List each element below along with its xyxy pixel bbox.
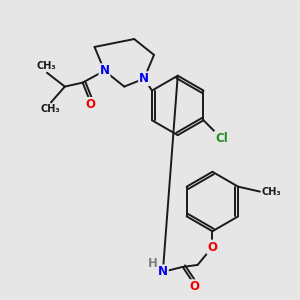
Text: CH₃: CH₃	[40, 104, 60, 114]
Text: N: N	[139, 72, 149, 85]
Text: CH₃: CH₃	[36, 61, 56, 71]
Text: O: O	[207, 241, 218, 254]
Text: O: O	[190, 280, 200, 293]
Text: CH₃: CH₃	[262, 187, 282, 196]
Text: N: N	[158, 266, 168, 278]
Text: O: O	[85, 98, 96, 111]
Text: Cl: Cl	[215, 132, 228, 145]
Text: N: N	[99, 64, 110, 77]
Text: H: H	[148, 257, 158, 270]
